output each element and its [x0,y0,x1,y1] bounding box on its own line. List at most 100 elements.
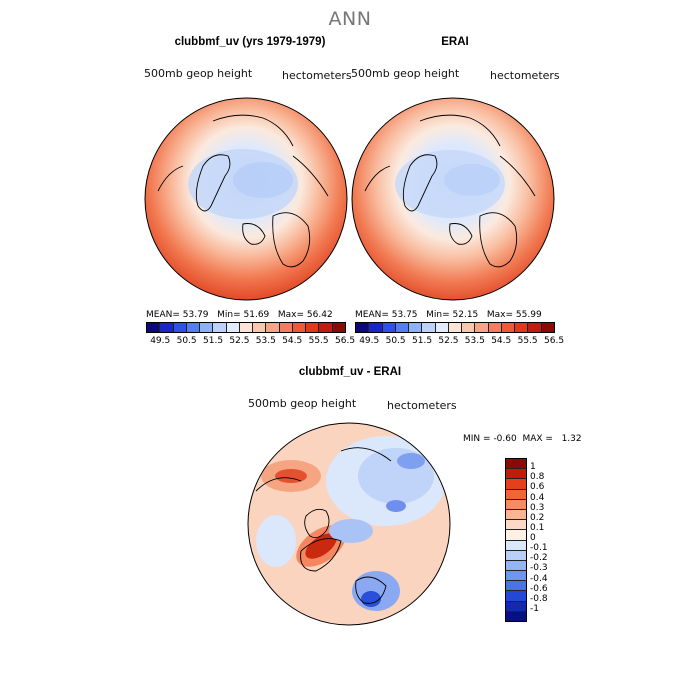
panel-2-units: hectometers [490,69,560,82]
colorbar-swatch [506,469,526,480]
colorbar-tick-label: 1 [530,462,536,473]
panel-3-variable: 500mb geop height [248,397,357,410]
panel-1-stats: MEAN= 53.79 Min= 51.69 Max= 56.42 [146,310,333,320]
colorbar-swatch [515,323,529,332]
colorbar-swatch [506,509,526,521]
colorbar-tick-label: 0.3 [530,502,545,513]
panel-1-min-label: Min= [217,310,241,320]
panel-2-mean-value: 53.75 [391,310,418,320]
colorbar-tick-label: 0.1 [530,522,545,533]
panel-2-max-label: Max= [486,310,514,320]
panel-1-mean-label: MEAN= [146,310,180,320]
panel-3-polar-map [247,422,451,626]
colorbar-tick-label: 49.5 [359,336,380,346]
panel-1-max-value: 56.42 [306,310,333,320]
colorbar-tick-label: -0.4 [530,573,548,584]
colorbar-swatch [506,459,526,470]
colorbar-swatch [528,323,542,332]
colorbar-tick-label: 54.5 [282,336,303,346]
colorbar-swatch [541,323,554,332]
panel-1-max-label: Max= [277,310,305,320]
panel-3-units: hectometers [387,399,457,412]
panel-2-mean-label: MEAN= [355,310,389,320]
colorbar-tick-label: 0 [530,533,536,543]
panel-1-min-value: 51.69 [243,310,270,320]
panel-2-colorbar-labels: 49.5 50.5 51.5 52.5 53.5 54.5 55.5 56.5 [355,336,564,348]
panel-3-colorbar [505,458,527,622]
colorbar-swatch [200,323,214,332]
colorbar-swatch [332,323,345,332]
colorbar-swatch [422,323,436,332]
colorbar-tick-label: 52.5 [229,336,250,346]
colorbar-tick-label: 0.8 [530,472,545,483]
colorbar-tick-label: 0.6 [530,482,545,493]
colorbar-tick-label: 51.5 [203,336,224,346]
panel-3-min-label: MIN = [463,434,491,444]
colorbar-swatch [475,323,489,332]
colorbar-swatch [448,323,463,332]
colorbar-tick-label: -0.3 [530,563,548,574]
panel-1-title: clubbmf_uv (yrs 1979-1979) [174,36,326,48]
colorbar-swatch [369,323,383,332]
panel-3-colorbar-labels: 1 0.8 0.6 0.4 0.3 0.2 0.1 0 -0.1 -0.2 -0.3 -0.4 -0.6… [530,458,570,620]
colorbar-swatch [319,323,333,332]
colorbar-swatch [226,323,240,332]
colorbar-tick-label: 51.5 [412,336,433,346]
colorbar-swatch [506,499,526,510]
panel-3-title: clubbmf_uv - ERAI [298,366,402,378]
colorbar-tick-label: -0.8 [530,593,548,604]
colorbar-tick-label: 56.5 [335,336,356,346]
panel-2-min-label: Min= [426,310,450,320]
panel-1-colorbar [146,322,346,333]
panel-1-polar-map [144,97,348,301]
colorbar-swatch [506,571,526,582]
colorbar-tick-label: 55.5 [517,336,538,346]
panel-2-min-value: 52.15 [452,310,479,320]
panel-1-colorbar-labels: 49.5 50.5 51.5 52.5 53.5 54.5 55.5 56.5 [146,336,355,348]
colorbar-swatch [253,323,267,332]
colorbar-tick-label: -0.6 [530,583,548,594]
colorbar-swatch [506,560,526,572]
panel-1-units: hectometers [282,69,352,82]
panel-1-mean-value: 53.79 [182,310,209,320]
colorbar-swatch [160,323,174,332]
colorbar-tick-label: 49.5 [150,336,171,346]
panel-2-max-value: 55.99 [515,310,542,320]
colorbar-swatch [506,611,526,621]
colorbar-tick-label: 55.5 [308,336,329,346]
colorbar-swatch [409,323,423,332]
panel-3-stats: MIN = -0.60 MAX = 1.32 [463,434,582,444]
colorbar-tick-label: -0.2 [530,553,548,564]
colorbar-swatch [488,323,502,332]
colorbar-swatch [395,323,410,332]
colorbar-tick-label: 52.5 [438,336,459,346]
colorbar-tick-label: 54.5 [491,336,512,346]
colorbar-swatch [506,550,526,561]
colorbar-swatch [147,323,161,332]
panel-1-variable: 500mb geop height [144,67,253,80]
panel-2-colorbar [355,322,555,333]
colorbar-swatch [266,323,280,332]
colorbar-swatch [506,540,526,551]
colorbar-tick-label: 50.5 [385,336,406,346]
colorbar-swatch [292,323,307,332]
colorbar-swatch [186,323,201,332]
colorbar-swatch [506,479,526,490]
colorbar-tick-label: 0.4 [530,492,545,503]
colorbar-swatch [506,601,526,612]
colorbar-tick-label: -1 [530,603,539,614]
colorbar-swatch [506,530,526,541]
panel-2-variable: 500mb geop height [351,67,460,80]
colorbar-tick-label: 0.2 [530,512,545,523]
panel-3-max-label: MAX = [522,434,553,444]
colorbar-swatch [382,323,396,332]
colorbar-swatch [506,489,526,500]
colorbar-swatch [506,520,526,531]
colorbar-swatch [356,323,370,332]
panel-3-min-value: -0.60 [493,434,517,444]
colorbar-tick-label: 56.5 [544,336,565,346]
colorbar-tick-label: 53.5 [464,336,485,346]
colorbar-swatch [462,323,476,332]
colorbar-tick-label: 50.5 [176,336,197,346]
colorbar-swatch [306,323,320,332]
